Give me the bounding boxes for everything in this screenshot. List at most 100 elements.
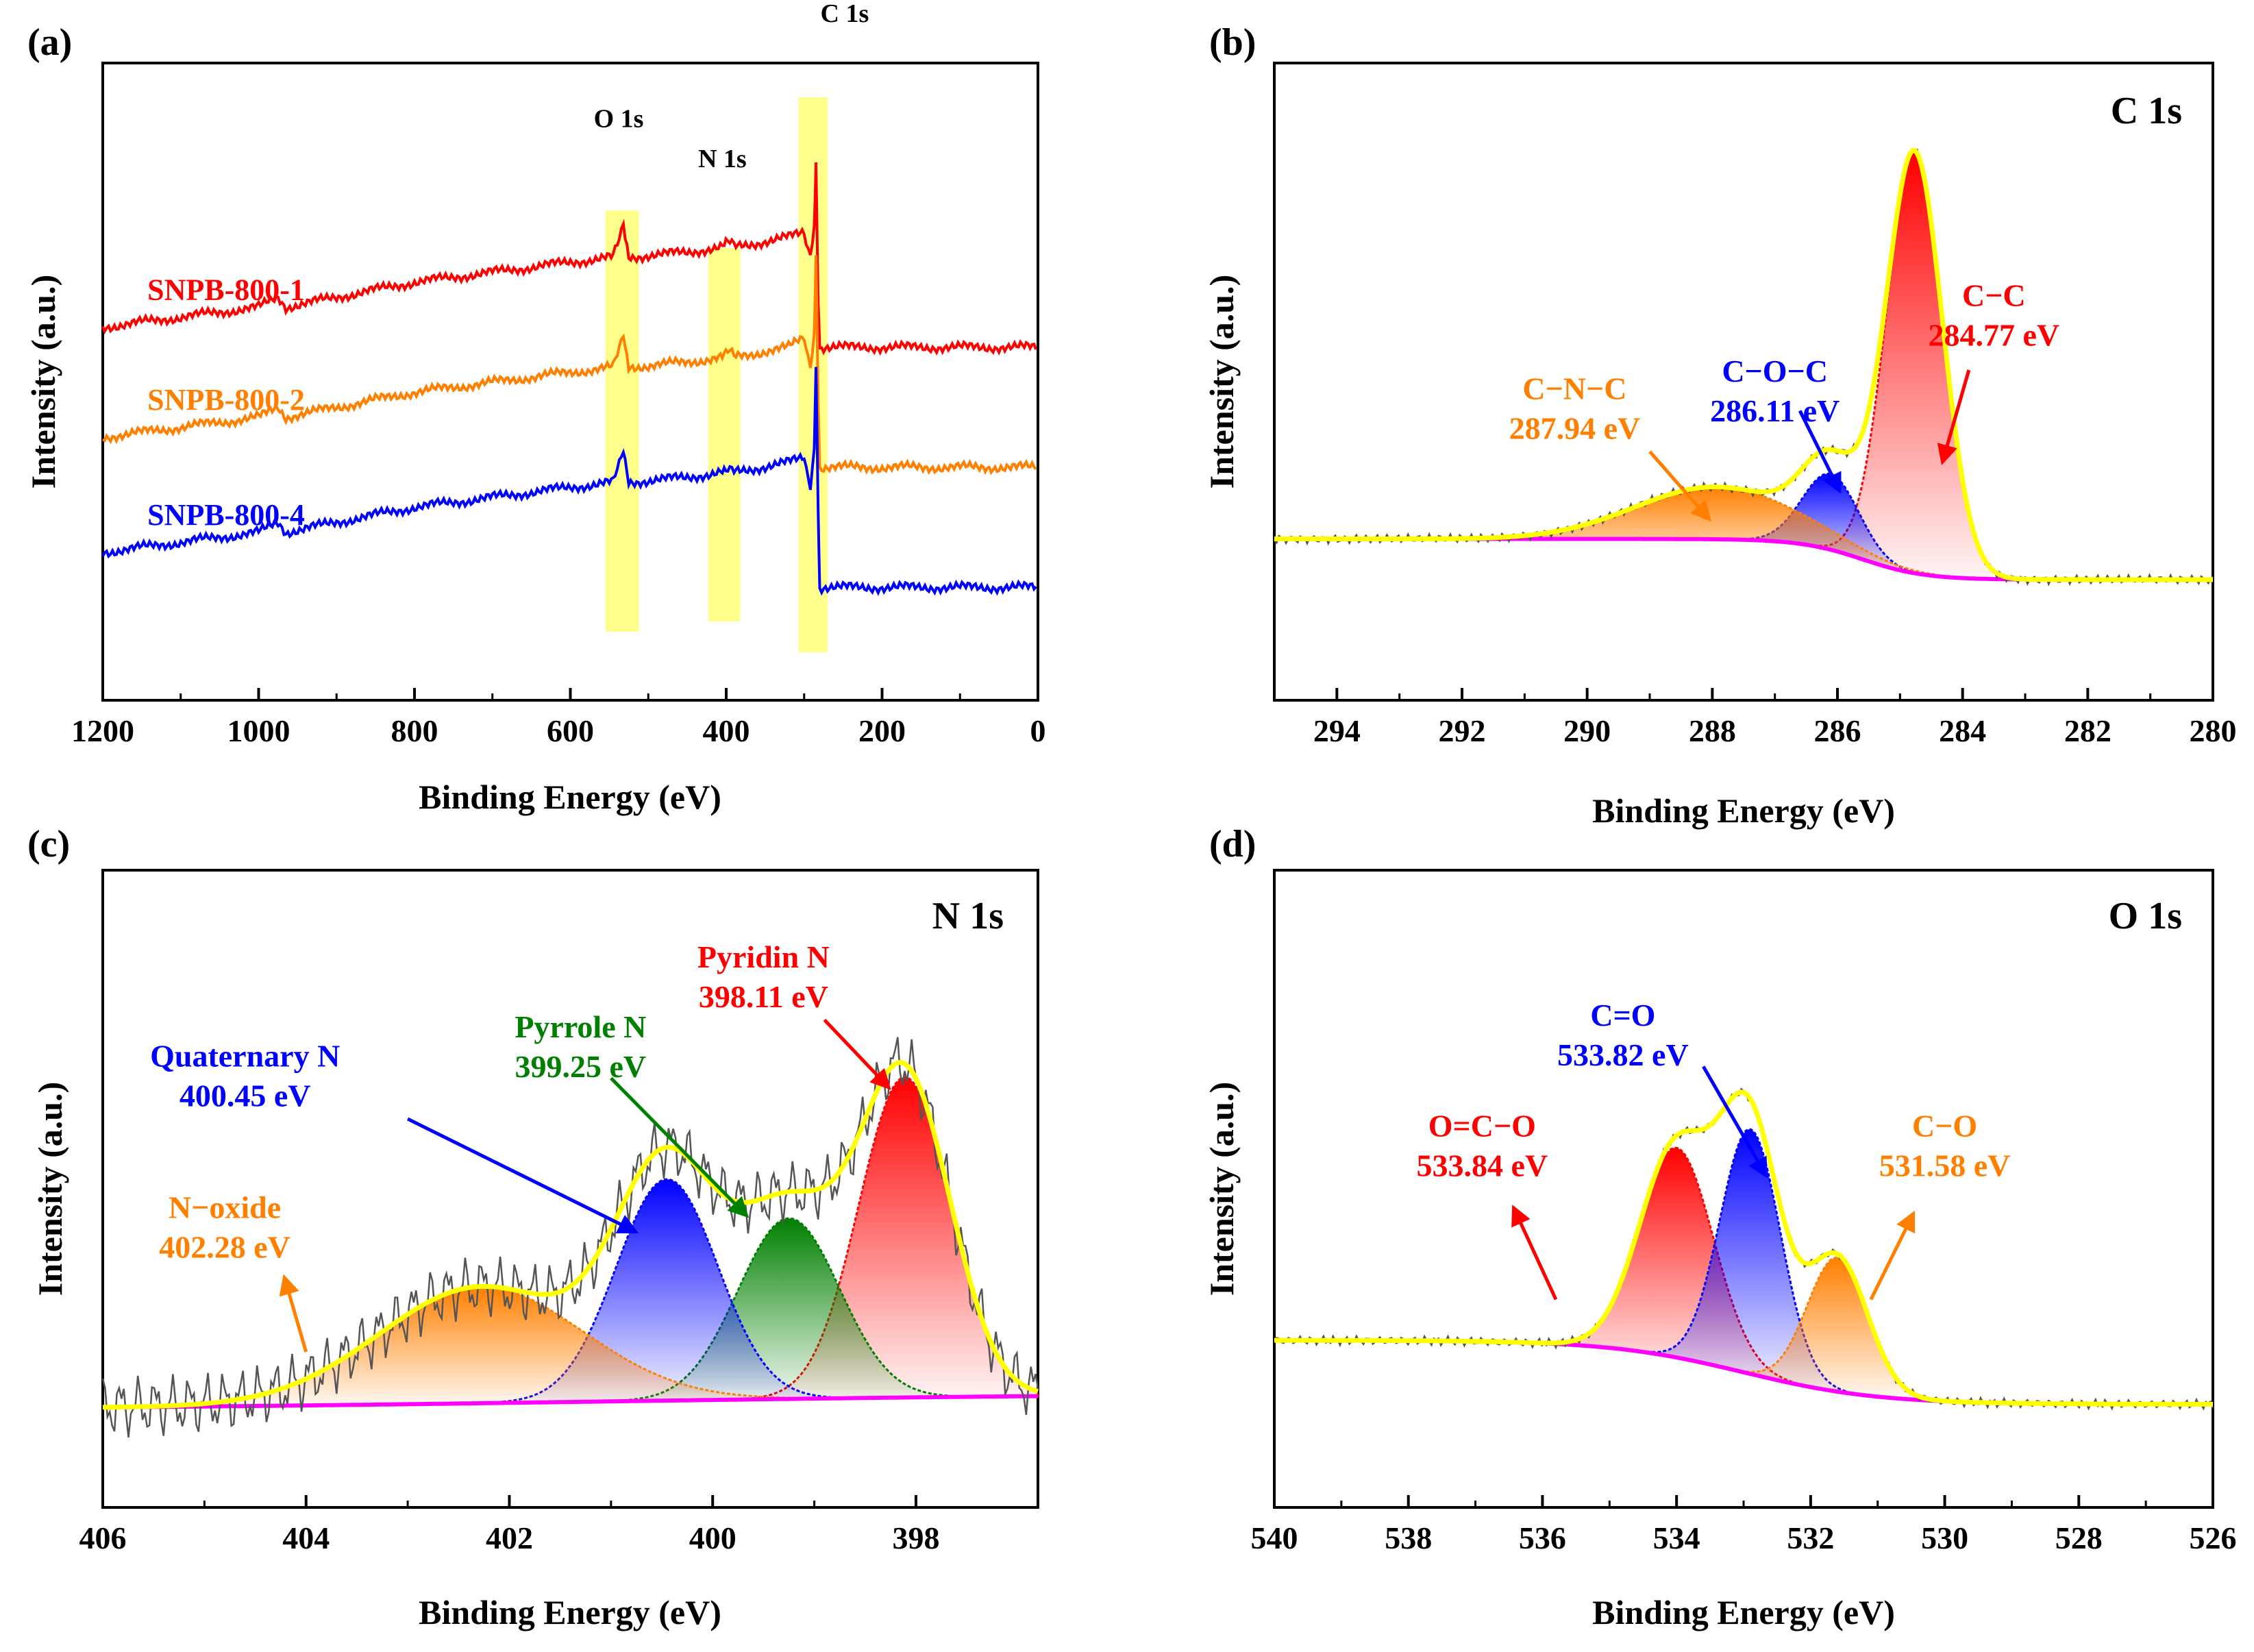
component-name-label: Pyrrole N [515,1009,646,1044]
panel-a-y-axis-title: Intensity (a.u.) [24,275,62,489]
panel-b-frame [1273,62,2214,702]
panel-c-frame [101,869,1039,1509]
x-tick-label: 292 [1439,713,1486,748]
x-tick-label: 528 [2055,1520,2103,1555]
highlight-region-o-1s [605,210,639,632]
annotation-arrow [1869,1210,1916,1300]
annotation-arrow [1702,1065,1768,1179]
x-tick-label: 1000 [227,713,290,748]
component-name-label: C−N−C [1522,371,1626,406]
x-tick-label: 280 [2190,713,2237,748]
x-tick-label: 402 [486,1520,533,1555]
x-tick-label: 284 [1939,713,1986,748]
component-energy-label: 284.77 eV [1929,318,2060,353]
x-tick-label: 288 [1689,713,1736,748]
panel-d-x-ticks: 540 538 536 534 532 530 528 526 [1251,1495,2237,1555]
panel-c-tag: N 1s [932,895,1004,937]
panel-c-y-axis-title: Intensity (a.u.) [31,1082,69,1296]
x-tick-label: 536 [1519,1520,1566,1555]
panel-d-x-axis-title: Binding Energy (eV) [1592,1593,1895,1631]
component-energy-label: 400.45 eV [179,1078,311,1113]
panel-a-series: SNPB-800-1 SNPB-800-2 SNPB-800-4 [101,162,1038,596]
x-tick-label: 540 [1251,1520,1298,1555]
annotation-arrow [1798,410,1842,494]
fit-envelope-line [1274,1089,2213,1407]
panel-c-annotations: Pyridin N 398.11 eV Pyrrole N 399.25 eV Quat… [150,939,891,1353]
region-label-o-1s: O 1s [594,105,644,134]
highlight-region-n-1s [708,248,741,621]
component-energy-label: 402.28 eV [159,1230,290,1265]
x-tick-label: 398 [892,1520,939,1555]
panel-b: (b) 294 292 290 288 286 284 282 280 C−C 284.77 e… [1202,21,2237,830]
panel-a-annotations: O 1s N 1s C 1s [594,0,869,173]
panel-b-annotations: C−C 284.77 eV C−O−C 286.11 eV C−N−C 287.94 eV [1509,278,2060,522]
panel-b-x-ticks: 294 292 290 288 286 284 282 280 [1313,688,2237,748]
panel-c-x-axis-title: Binding Energy (eV) [419,1593,721,1631]
x-tick-label: 526 [2190,1520,2237,1555]
panel-d-plot [1274,1087,2214,1411]
x-tick-label: 200 [858,713,906,748]
series-label-snpb-800-4: SNPB-800-4 [147,498,305,532]
annotation-arrow [1511,1205,1558,1300]
region-label-c-1s: C 1s [821,0,869,28]
panel-c-x-ticks: 406 404 402 400 398 [79,1495,939,1555]
series-line-snpb-800-1 [101,162,1038,356]
series-line-snpb-800-2 [101,255,1037,476]
x-tick-label: 400 [703,713,750,748]
x-tick-label: 290 [1563,713,1611,748]
annotation-arrow [610,1076,750,1218]
series-line-snpb-800-4 [101,367,1037,596]
component-name-label: C−O [1912,1109,1977,1144]
x-tick-label: 400 [689,1520,736,1555]
x-tick-label: 286 [1814,713,1861,748]
component-name-label: Pyridin N [697,939,830,974]
panel-a-x-axis-title: Binding Energy (eV) [419,778,721,816]
panel-a-x-ticks: 1200 1000 800 600 400 200 0 [71,688,1046,748]
series-label-snpb-800-2: SNPB-800-2 [147,383,305,417]
panel-a-frame [101,62,1039,702]
annotation-arrow [1648,450,1712,522]
panel-d-label: (d) [1209,823,1256,865]
x-tick-label: 282 [2064,713,2111,748]
x-tick-label: 406 [79,1520,127,1555]
panel-d-tag: O 1s [2109,895,2182,937]
component-name-label: C=O [1590,998,1655,1033]
panel-b-tag: C 1s [2111,90,2182,132]
x-tick-label: 800 [391,713,438,748]
x-tick-label: 532 [1787,1520,1834,1555]
component-energy-label: 533.84 eV [1417,1148,1548,1183]
annotation-arrow [823,1018,891,1090]
panel-a-label: (a) [27,21,72,64]
component-energy-label: 533.82 eV [1557,1037,1689,1072]
panel-d-y-axis-title: Intensity (a.u.) [1202,1082,1241,1296]
panel-b-label: (b) [1209,21,1256,64]
component-energy-label: 287.94 eV [1509,411,1641,446]
component-energy-label: 531.58 eV [1879,1148,2011,1183]
x-tick-label: 538 [1385,1520,1432,1555]
x-tick-label: 0 [1030,713,1046,748]
x-tick-label: 1200 [71,713,134,748]
component-name-label: N−oxide [169,1190,281,1225]
panel-c-label: (c) [27,823,70,865]
annotation-arrow [1937,369,1971,466]
series-label-snpb-800-1: SNPB-800-1 [147,273,305,307]
x-tick-label: 534 [1653,1520,1700,1555]
x-tick-label: 600 [547,713,594,748]
panel-a-highlight-regions [605,97,828,652]
component-energy-label: 399.25 eV [515,1049,647,1084]
component-energy-label: 286.11 eV [1710,393,1840,428]
x-tick-label: 404 [282,1520,330,1555]
background-line [1274,537,2213,582]
x-tick-label: 530 [1921,1520,1968,1555]
panel-b-x-axis-title: Binding Energy (eV) [1592,791,1895,830]
panel-d: (d) 540 538 536 534 532 530 528 526 C=O 533.82 e… [1202,823,2237,1631]
background-line [103,1394,1039,1409]
component-name-label: Quaternary N [150,1039,340,1074]
panel-c-plot [101,1037,1039,1438]
annotation-arrow [279,1274,308,1353]
panel-d-annotations: C=O 533.82 eV O=C−O 533.84 eV C−O 531.58 eV [1417,998,2011,1300]
